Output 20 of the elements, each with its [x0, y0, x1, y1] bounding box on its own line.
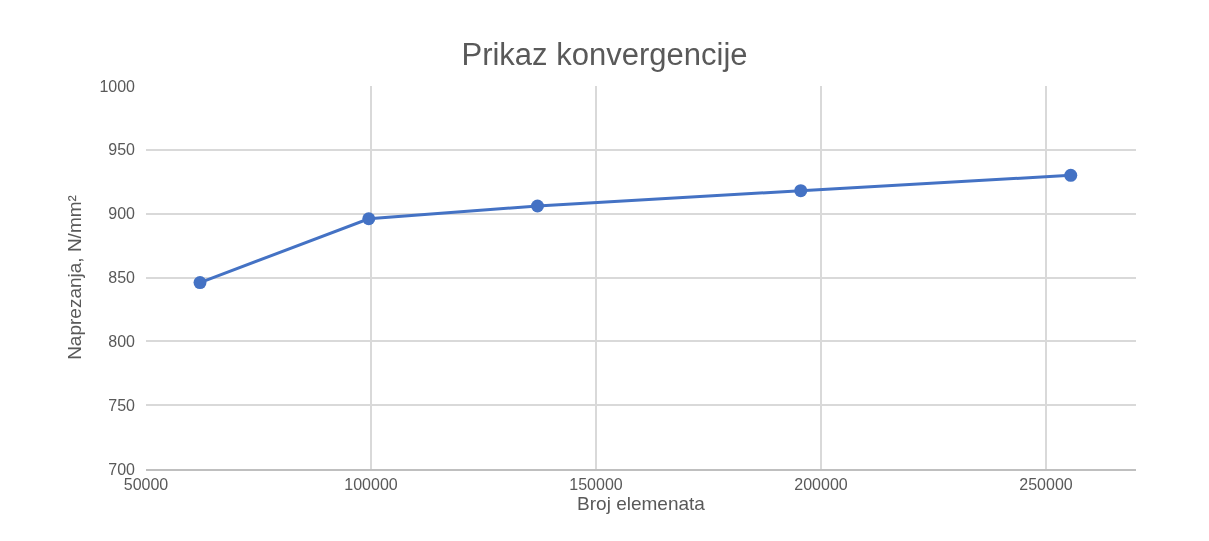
x-axis-title: Broj elemenata [577, 492, 706, 514]
point [1064, 168, 1078, 182]
x-tick-label: 250000 [1019, 475, 1073, 493]
point [531, 199, 544, 213]
y-axis-title: Naprezanja, N/mm² [64, 195, 86, 360]
chart-title: Prikaz konvergencije [461, 36, 748, 72]
y-tick-label: 700 [108, 460, 136, 478]
y-tick-label: 900 [108, 205, 136, 223]
x-tick-label: 50000 [123, 475, 169, 493]
x-tick-label: 100000 [344, 475, 398, 493]
x-tick-label: 200000 [794, 475, 848, 493]
y-tick-label: 800 [108, 332, 136, 350]
y-tick-label: 1000 [99, 77, 136, 95]
y-tick-label: 950 [108, 141, 136, 159]
y-tick-label: 750 [108, 396, 136, 414]
point [794, 184, 808, 198]
point [362, 212, 376, 226]
x-tick-label: 150000 [569, 475, 623, 493]
y-tick-label: 850 [108, 269, 136, 287]
point [193, 276, 207, 290]
